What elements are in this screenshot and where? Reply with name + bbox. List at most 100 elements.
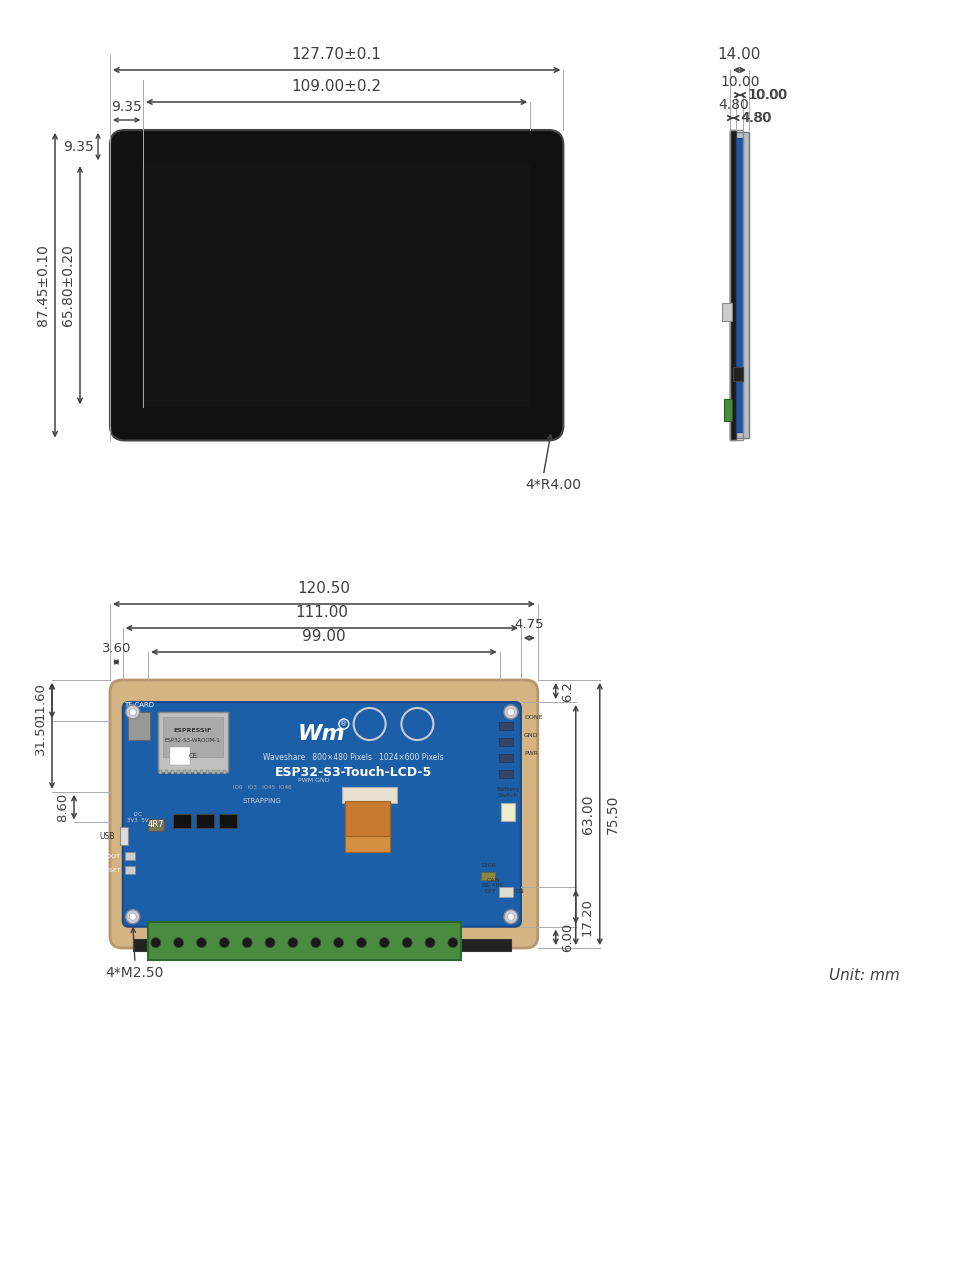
Circle shape	[379, 938, 390, 948]
Text: 9.35: 9.35	[111, 100, 142, 114]
Text: 6.00: 6.00	[561, 923, 574, 952]
Bar	[342, 787, 396, 804]
Text: Wm: Wm	[298, 723, 346, 744]
Circle shape	[242, 938, 252, 948]
Bar	[730, 130, 736, 440]
Text: Waveshare   800×480 Pixels   1024×600 Pixels: Waveshare 800×480 Pixels 1024×600 Pixels	[263, 753, 444, 762]
Bar	[730, 130, 743, 440]
Text: 11.60: 11.60	[34, 681, 47, 720]
Text: I2C
3V3  5V: I2C 3V3 5V	[127, 812, 149, 823]
Bar	[733, 367, 743, 382]
Text: 10.00: 10.00	[720, 75, 759, 89]
Bar	[173, 814, 191, 828]
Bar	[224, 769, 227, 775]
Bar	[499, 738, 513, 746]
Text: 111.00: 111.00	[296, 605, 348, 620]
Text: GND: GND	[524, 732, 539, 738]
Text: Unit: mm: Unit: mm	[829, 968, 900, 983]
Bar	[157, 712, 228, 772]
Text: 4.80: 4.80	[740, 111, 771, 125]
Bar	[194, 769, 197, 775]
Text: IO0   IO3   IO45  IO46: IO0 IO3 IO45 IO46	[233, 785, 292, 790]
Circle shape	[311, 938, 321, 948]
Bar	[456, 939, 511, 951]
Text: 4.75: 4.75	[515, 618, 544, 632]
Bar	[177, 769, 180, 775]
Bar	[200, 769, 203, 775]
Text: 4.80: 4.80	[718, 98, 749, 112]
Text: 6.2: 6.2	[561, 680, 574, 702]
Text: 10.00: 10.00	[748, 88, 787, 102]
Circle shape	[130, 708, 136, 716]
FancyBboxPatch shape	[123, 702, 521, 926]
Bar	[128, 712, 150, 740]
Circle shape	[219, 938, 229, 948]
Bar	[211, 769, 215, 775]
Text: 127.70±0.1: 127.70±0.1	[292, 47, 382, 63]
Bar	[499, 887, 513, 897]
Text: 14.00: 14.00	[718, 47, 761, 63]
Text: 87.45±0.10: 87.45±0.10	[36, 244, 50, 327]
Bar	[499, 769, 513, 778]
Circle shape	[504, 910, 517, 924]
Text: RESET: RESET	[101, 868, 121, 873]
Bar	[148, 921, 461, 960]
Text: USB: USB	[100, 832, 115, 841]
Circle shape	[508, 914, 515, 920]
Text: TF CARD: TF CARD	[124, 702, 154, 708]
Bar	[165, 769, 168, 775]
Bar	[188, 769, 191, 775]
Bar	[499, 722, 513, 730]
Text: ESP32-S3-Touch-LCD-5: ESP32-S3-Touch-LCD-5	[276, 766, 432, 778]
Text: BOOT: BOOT	[103, 854, 121, 859]
Text: 17.20: 17.20	[581, 898, 594, 937]
Text: OFF: OFF	[485, 889, 497, 894]
Bar	[171, 769, 174, 775]
Bar	[730, 131, 749, 439]
Text: PWM GND: PWM GND	[298, 778, 329, 783]
Circle shape	[126, 706, 140, 718]
Text: 120R: 120R	[480, 863, 496, 868]
Text: 120.50: 120.50	[298, 581, 350, 596]
Text: STRAPPING: STRAPPING	[243, 798, 281, 804]
Text: 109.00±0.2: 109.00±0.2	[292, 79, 382, 94]
Bar	[345, 801, 390, 836]
Text: 9.35: 9.35	[63, 139, 94, 153]
Circle shape	[130, 914, 136, 920]
Text: 65.80±0.20: 65.80±0.20	[61, 244, 75, 327]
Circle shape	[197, 938, 206, 948]
Bar	[205, 769, 209, 775]
Circle shape	[334, 938, 344, 948]
Text: 99.00: 99.00	[302, 629, 346, 644]
Text: Battery
Switch: Battery Switch	[496, 787, 519, 798]
Text: 3.60: 3.60	[102, 642, 132, 655]
Text: 4.80: 4.80	[741, 111, 772, 125]
Bar	[218, 769, 221, 775]
Text: ESPRESSIF: ESPRESSIF	[174, 727, 212, 732]
Bar	[159, 769, 162, 775]
Bar	[736, 138, 743, 433]
Bar	[132, 939, 188, 951]
Circle shape	[448, 938, 458, 948]
Bar	[182, 769, 185, 775]
Bar	[125, 866, 134, 874]
FancyBboxPatch shape	[110, 130, 564, 440]
Bar	[125, 852, 134, 860]
Text: CE: CE	[188, 753, 198, 759]
Text: 4*M2.50: 4*M2.50	[105, 966, 163, 980]
Bar	[170, 746, 190, 766]
Text: 31.50: 31.50	[34, 717, 47, 755]
Bar	[345, 827, 390, 852]
Text: 4*R4.00: 4*R4.00	[525, 478, 582, 493]
Text: PWR: PWR	[524, 750, 538, 755]
FancyBboxPatch shape	[143, 163, 530, 407]
Circle shape	[504, 706, 517, 718]
Bar	[501, 803, 515, 822]
Circle shape	[508, 708, 515, 716]
Text: 8.60: 8.60	[56, 792, 69, 822]
Bar	[722, 304, 732, 322]
Text: 63.00: 63.00	[581, 795, 595, 835]
Bar	[120, 827, 128, 845]
Bar	[499, 754, 513, 762]
Circle shape	[356, 938, 367, 948]
